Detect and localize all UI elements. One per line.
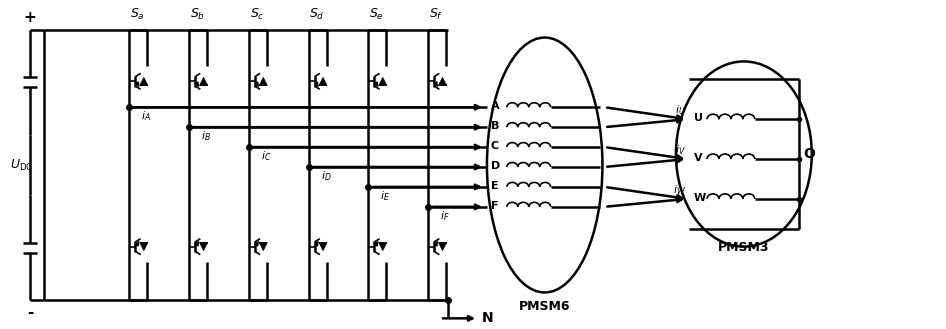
Text: $S_{a}$: $S_{a}$ (130, 7, 145, 22)
Text: $i_{D}$: $i_{D}$ (321, 169, 331, 183)
Polygon shape (200, 243, 207, 251)
Text: $i_{E}$: $i_{E}$ (380, 189, 391, 203)
Polygon shape (439, 77, 447, 85)
Text: D: D (491, 161, 500, 171)
Text: $S_{d}$: $S_{d}$ (309, 7, 324, 22)
Text: C: C (491, 141, 499, 151)
Text: $i_{A}$: $i_{A}$ (141, 109, 151, 123)
Text: $S_{c}$: $S_{c}$ (250, 7, 264, 22)
Text: E: E (491, 181, 499, 191)
Text: +: + (24, 10, 36, 25)
Polygon shape (378, 77, 387, 85)
Text: $S_{f}$: $S_{f}$ (429, 7, 444, 22)
Text: $U_{\rm DC}$: $U_{\rm DC}$ (10, 158, 34, 172)
Text: PMSM3: PMSM3 (718, 241, 770, 254)
Polygon shape (319, 243, 327, 251)
Polygon shape (259, 243, 268, 251)
Text: $i_{F}$: $i_{F}$ (440, 209, 449, 223)
Text: A: A (491, 101, 499, 111)
Text: $i_{B}$: $i_{B}$ (201, 129, 211, 143)
Text: W: W (694, 193, 707, 203)
Text: $i_{U}$: $i_{U}$ (675, 103, 686, 117)
Text: -: - (26, 305, 33, 320)
Text: $i_{V}$: $i_{V}$ (675, 143, 686, 157)
Text: V: V (694, 153, 703, 163)
Text: PMSM6: PMSM6 (519, 300, 570, 314)
Polygon shape (259, 77, 268, 85)
Text: $i_{W}$: $i_{W}$ (674, 183, 686, 197)
Polygon shape (140, 77, 148, 85)
Text: $i_{C}$: $i_{C}$ (261, 149, 272, 163)
Text: $S_{b}$: $S_{b}$ (189, 7, 204, 22)
Text: B: B (491, 121, 499, 131)
Text: N: N (482, 311, 494, 325)
Text: O: O (803, 147, 815, 161)
Text: $S_{e}$: $S_{e}$ (369, 7, 384, 22)
Polygon shape (140, 243, 148, 251)
Text: F: F (491, 201, 499, 211)
Polygon shape (378, 243, 387, 251)
Text: U: U (694, 113, 703, 123)
Polygon shape (319, 77, 327, 85)
Polygon shape (439, 243, 447, 251)
Polygon shape (200, 77, 207, 85)
